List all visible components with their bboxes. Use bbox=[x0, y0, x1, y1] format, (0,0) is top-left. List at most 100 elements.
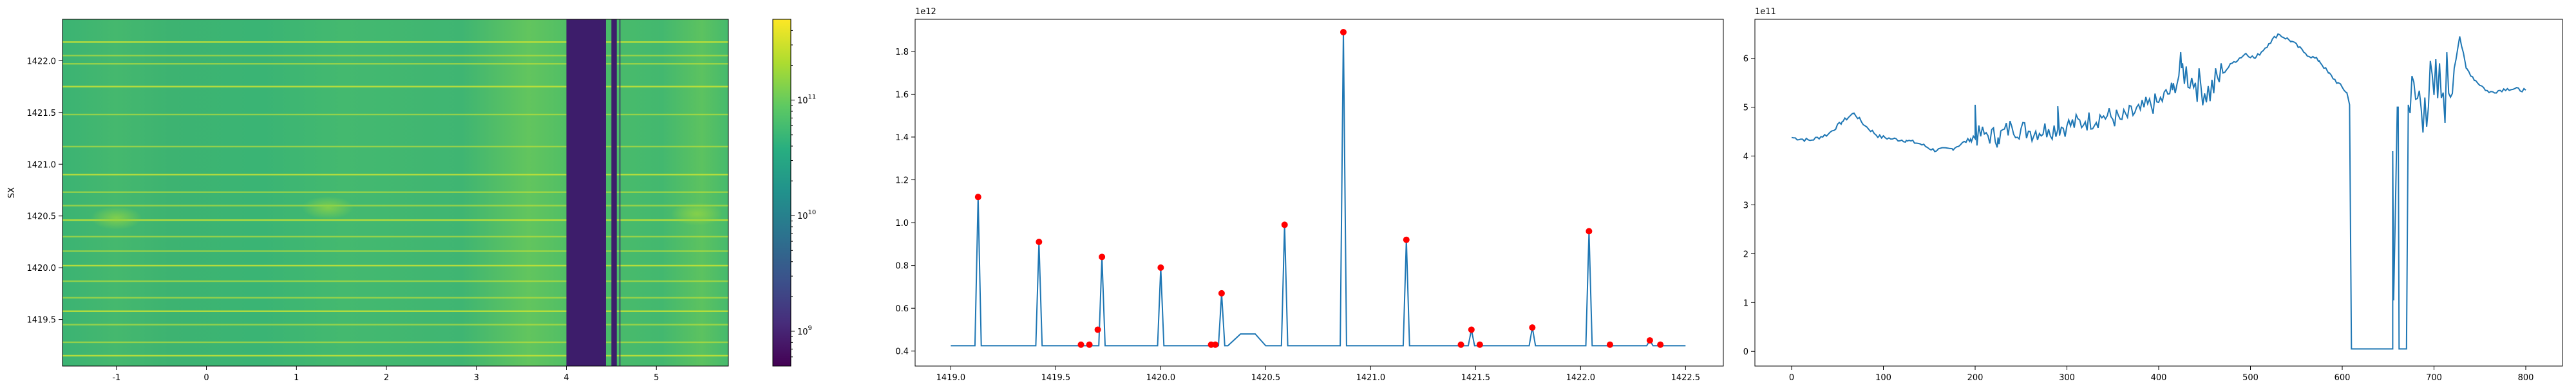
heatmap-stripe bbox=[62, 191, 728, 193]
heatmap-x-tick-label: 0 bbox=[204, 373, 209, 383]
heatmap-y-tick-label: 1421.5 bbox=[27, 109, 57, 118]
peak-marker bbox=[974, 194, 981, 201]
heatmap-y-tick-label: 1419.5 bbox=[27, 316, 57, 326]
peaks-y-tick-label: 1.6 bbox=[895, 90, 909, 100]
heatmap-y-tick-label: 1422.0 bbox=[27, 57, 57, 66]
heatmap-stripe bbox=[62, 235, 728, 238]
heatmap-frame bbox=[62, 19, 729, 367]
peak-marker bbox=[1403, 236, 1410, 243]
colorbar-ticks: 109101010111012 bbox=[791, 30, 816, 358]
heatmap-glow bbox=[302, 196, 354, 219]
heatmap-stripe bbox=[62, 205, 728, 207]
series-x-tick-label: 700 bbox=[2426, 373, 2442, 383]
series-y-tick-label: 0 bbox=[1743, 347, 1748, 357]
heatmap-x-tick-label: -1 bbox=[112, 373, 120, 383]
heatmap-x-tick-label: 2 bbox=[384, 373, 389, 383]
heatmap-glow bbox=[671, 202, 723, 226]
heatmap-stripe bbox=[62, 354, 728, 357]
series-x-tick-label: 600 bbox=[2334, 373, 2351, 383]
peaks-line-panel: 1419.0 1419.5 1420.0 1420.5 1421.0 1421.5 1422… bbox=[895, 7, 1724, 383]
colorbar-tick-label: 109 bbox=[797, 325, 812, 337]
peak-marker bbox=[1646, 337, 1653, 344]
peak-marker bbox=[1157, 264, 1164, 271]
heatmap-stripe bbox=[62, 297, 728, 299]
series-x-ticks: 0 100 200 300 400 500 600 700 800 bbox=[1789, 366, 2534, 383]
peaks-frame bbox=[914, 19, 1724, 367]
peak-marker bbox=[1468, 326, 1475, 333]
heatmap-glow bbox=[90, 206, 142, 230]
peak-marker bbox=[1476, 341, 1483, 348]
peaks-y-tick-label: 0.8 bbox=[895, 262, 909, 271]
series-y-tick-label: 2 bbox=[1743, 250, 1748, 259]
peaks-y-tick-label: 1.0 bbox=[895, 219, 909, 228]
peaks-offset-text: 1e12 bbox=[915, 7, 936, 17]
peak-marker bbox=[1457, 341, 1464, 348]
series-x-tick-label: 200 bbox=[1967, 373, 1984, 383]
heatmap-stripe bbox=[62, 280, 728, 282]
heatmap-stripe bbox=[62, 55, 728, 57]
heatmap-stripes bbox=[62, 41, 728, 357]
peaks-series-line bbox=[951, 32, 1686, 347]
peaks-x-tick-label: 1420.0 bbox=[1146, 373, 1176, 383]
peaks-x-ticks: 1419.0 1419.5 1420.0 1420.5 1421.0 1421.5 1422… bbox=[936, 366, 1700, 383]
peak-marker bbox=[1340, 28, 1347, 35]
heatmap-stripe bbox=[62, 113, 728, 116]
peak-marker bbox=[1529, 324, 1536, 331]
peaks-y-ticks: 0.4 0.6 0.8 1.0 1.2 1.4 1.6 1.8 bbox=[895, 48, 915, 357]
peaks-y-tick-label: 0.6 bbox=[895, 304, 909, 314]
heatmap-glows bbox=[90, 196, 723, 230]
heatmap-y-tick-label: 1420.5 bbox=[27, 212, 57, 222]
colorbar-frame bbox=[772, 19, 791, 367]
heatmap-y-ticks: 1419.5 1420.0 1420.5 1421.0 1421.5 1422.0 bbox=[27, 57, 62, 326]
peaks-y-tick-label: 0.4 bbox=[895, 347, 909, 357]
heatmap-stripe bbox=[62, 145, 728, 148]
heatmap-stripe bbox=[62, 324, 728, 326]
series-y-ticks: 0 1 2 3 4 5 6 bbox=[1743, 55, 1755, 357]
series-x-tick-label: 300 bbox=[2059, 373, 2075, 383]
peak-marker bbox=[1077, 341, 1084, 348]
heatmap-dark-band bbox=[566, 19, 606, 366]
series-y-tick-label: 6 bbox=[1743, 55, 1748, 64]
peaks-x-tick-label: 1419.5 bbox=[1041, 373, 1071, 383]
heatmap-dark-band bbox=[611, 19, 617, 366]
heatmap-y-label: SX bbox=[7, 187, 17, 198]
peaks-y-tick-label: 1.4 bbox=[895, 133, 909, 143]
series-y-tick-label: 3 bbox=[1743, 201, 1748, 210]
heatmap-stripe bbox=[62, 41, 728, 43]
peak-markers bbox=[974, 28, 1664, 348]
series-y-tick-label: 4 bbox=[1743, 152, 1748, 162]
heatmap-stripe bbox=[62, 250, 728, 252]
series-x-tick-label: 500 bbox=[2242, 373, 2259, 383]
heatmap-stripe bbox=[62, 62, 728, 65]
heatmap-stripe bbox=[62, 310, 728, 312]
peaks-x-tick-label: 1420.5 bbox=[1251, 373, 1281, 383]
peaks-x-tick-label: 1419.0 bbox=[936, 373, 966, 383]
heatmap-y-tick-label: 1421.0 bbox=[27, 160, 57, 170]
series-x-tick-label: 0 bbox=[1789, 373, 1794, 383]
peaks-x-tick-label: 1422.5 bbox=[1671, 373, 1701, 383]
colorbar-tick-label: 1011 bbox=[797, 94, 816, 106]
peak-marker bbox=[1094, 326, 1101, 333]
series-line-panel: 0 100 200 300 400 500 600 700 800 0 1 2 3 4 5 6 1e11 bbox=[1743, 7, 2563, 383]
colorbar-tick-label: 1010 bbox=[797, 209, 816, 221]
peaks-y-tick-label: 1.8 bbox=[895, 48, 909, 57]
peak-marker bbox=[1086, 341, 1093, 348]
series-line bbox=[1791, 33, 2526, 350]
heatmap-panel: -1 0 1 2 3 4 5 1419.51420.01420.51421.01421.51… bbox=[7, 19, 816, 383]
heatmap-stripe bbox=[62, 341, 728, 344]
heatmap-stripe bbox=[62, 174, 728, 176]
series-offset-text: 1e11 bbox=[1755, 7, 1776, 17]
series-x-tick-label: 100 bbox=[1875, 373, 1891, 383]
peak-marker bbox=[1281, 221, 1288, 228]
peak-marker bbox=[1036, 239, 1043, 246]
heatmap-stripe bbox=[62, 219, 728, 221]
peaks-x-tick-label: 1422.0 bbox=[1566, 373, 1596, 383]
peaks-y-tick-label: 1.2 bbox=[895, 176, 909, 186]
peak-marker bbox=[1657, 341, 1664, 348]
heatmap-y-tick-label: 1420.0 bbox=[27, 264, 57, 273]
series-x-tick-label: 800 bbox=[2518, 373, 2534, 383]
colorbar bbox=[773, 19, 791, 366]
series-frame bbox=[1754, 19, 2563, 367]
peak-marker bbox=[1099, 253, 1106, 261]
